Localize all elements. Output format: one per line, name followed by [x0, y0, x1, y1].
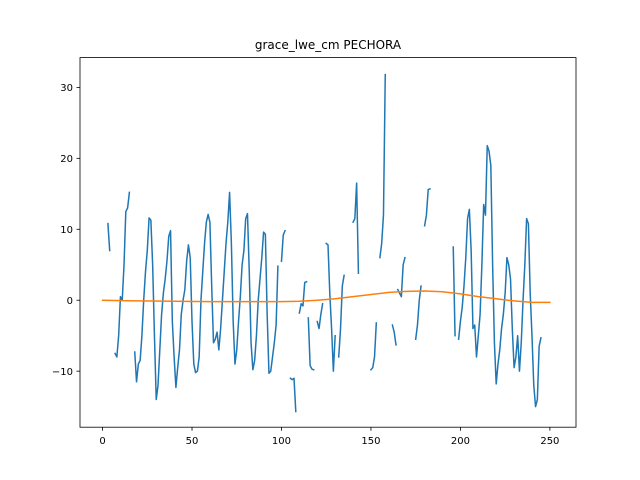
y-tick-label: −10 [52, 367, 73, 378]
series-line-grace_lwe_cm-15 [414, 285, 422, 341]
series-line-grace_lwe_cm-10 [352, 182, 360, 275]
x-tick-label: 250 [540, 436, 559, 447]
x-axis: 0 50 100 150 200 250 [99, 427, 559, 447]
series-line-grace_lwe_cm-12 [379, 73, 387, 259]
y-tick-label: 30 [60, 83, 73, 94]
series-line-grace_lwe_cm-4 [289, 377, 297, 413]
series-line-grace_lwe_cm-9 [337, 274, 345, 358]
x-tick-label: 50 [186, 436, 199, 447]
series-line-grace_lwe_cm-7 [316, 302, 324, 330]
x-tick-label: 0 [99, 436, 105, 447]
plot-frame [79, 57, 577, 428]
y-tick-label: 0 [67, 296, 73, 307]
y-tick-label: 20 [60, 154, 73, 165]
chart-title: grace_lwe_cm PECHORA [255, 38, 402, 52]
series-line-grace_lwe_cm-0 [107, 222, 111, 252]
series-line-grace_lwe_cm-3 [280, 229, 287, 262]
y-axis: −10 0 10 20 30 [52, 83, 80, 378]
series-line-grace_lwe_cm-18 [457, 144, 542, 408]
y-tick-label: 10 [60, 225, 73, 236]
x-tick-label: 100 [272, 436, 291, 447]
series-line-grace_lwe_cm-5 [298, 280, 308, 314]
series-line-grace_lwe_cm-6 [307, 317, 315, 371]
series-line-trend-0 [101, 290, 551, 304]
series-line-grace_lwe_cm-16 [423, 187, 431, 227]
series-layer [101, 73, 551, 413]
x-tick-label: 200 [451, 436, 470, 447]
series-line-grace_lwe_cm-17 [452, 246, 456, 337]
series-line-grace_lwe_cm-2 [133, 191, 279, 401]
series-line-grace_lwe_cm-13 [391, 324, 397, 346]
series-line-grace_lwe_cm-8 [325, 242, 336, 372]
x-tick-label: 150 [361, 436, 380, 447]
series-line-grace_lwe_cm-11 [369, 322, 378, 371]
